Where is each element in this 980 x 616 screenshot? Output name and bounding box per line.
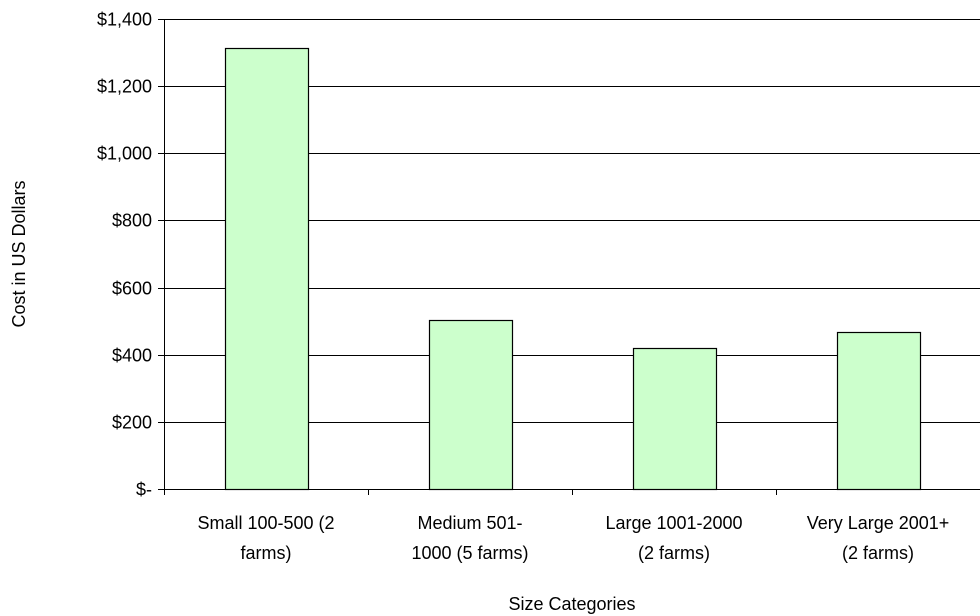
x-tick-label: Medium 501- [417,513,522,533]
x-tick-label: Small 100-500 (2 [197,513,334,533]
x-tick-label: farms) [241,543,292,563]
y-tick-label: $1,000 [97,144,152,164]
y-tick-label: $400 [112,346,152,366]
x-tick-label: (2 farms) [638,543,710,563]
y-tick-label: $- [136,480,152,500]
bar [224,47,310,491]
tick-labels: $- $200 $400 $600 $800 $1,000 $1,200 $1,400 Smal… [97,10,949,564]
x-tick-label: Very Large 2001+ [807,513,950,533]
y-tick-label: $200 [112,413,152,433]
x-axis-title: Size Categories [508,594,635,614]
x-tick-label: 1000 (5 farms) [411,543,528,563]
bar [428,319,514,491]
x-tick-label: Large 1001-2000 [605,513,742,533]
y-tick-label: $600 [112,279,152,299]
y-axis-title: Cost in US Dollars [9,180,29,327]
y-tick-label: $1,400 [97,10,152,30]
bar [836,331,922,491]
axes [158,19,980,495]
bar [632,347,718,491]
y-tick-label: $1,200 [97,77,152,97]
bars [224,47,922,491]
x-tick-label: (2 farms) [842,543,914,563]
y-tick-label: $800 [112,211,152,231]
